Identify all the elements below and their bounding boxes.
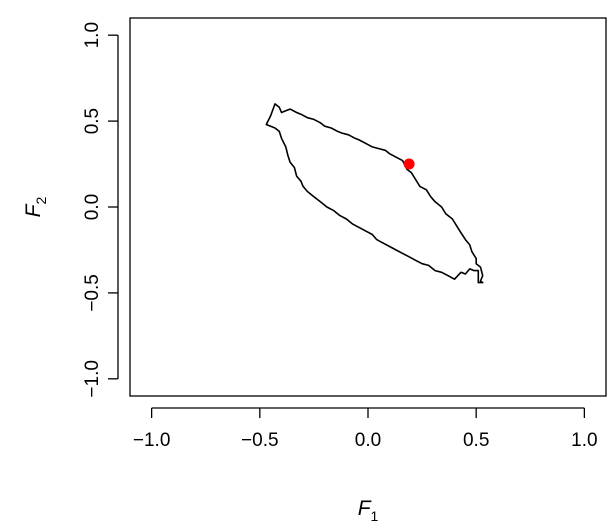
x-tick-label: 1.0: [571, 430, 597, 451]
series-layer: [265, 103, 484, 284]
x-tick-label: 0.5: [463, 430, 489, 451]
red-point: [403, 158, 415, 170]
y-tick-label: −1.0: [82, 360, 103, 398]
x-axis-title: F1: [358, 497, 379, 524]
contour-line: [265, 103, 484, 284]
y-tick-label: 0.0: [82, 194, 103, 220]
plot-frame: [129, 17, 607, 397]
y-axis-title: F2: [22, 196, 49, 217]
x-tick-label: −0.5: [241, 430, 279, 451]
x-tick-label: −1.0: [133, 430, 171, 451]
y-tick-label: 0.5: [82, 108, 103, 134]
y-axis: −1.0 −0.5 0.0 0.5 1.0: [82, 22, 119, 398]
y-tick-label: 1.0: [82, 22, 103, 48]
x-tick-label: 0.0: [355, 430, 381, 451]
x-axis: −1.0 −0.5 0.0 0.5 1.0: [133, 407, 598, 451]
y-tick-label: −0.5: [82, 274, 103, 312]
